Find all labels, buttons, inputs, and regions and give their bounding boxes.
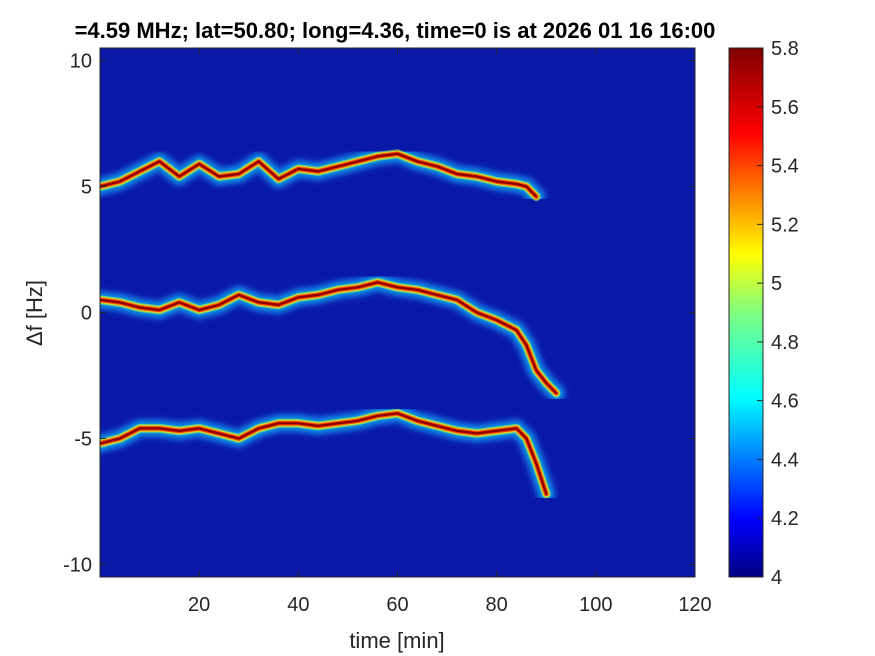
x-tick-label: 120	[678, 594, 711, 616]
y-axis-ticks: 10 5 0 -5 -10	[63, 51, 695, 576]
colorbar-tick-label: 5.2	[771, 214, 799, 236]
y-tick-label: 0	[81, 303, 92, 325]
ridge-line-3	[100, 412, 548, 495]
colorbar-tick-label: 4.8	[771, 332, 799, 354]
y-tick-label: 5	[81, 177, 92, 199]
ridge-line-2	[100, 281, 558, 395]
colorbar-tick-label: 5.4	[771, 156, 799, 178]
colorbar-tick-label: 4	[771, 567, 782, 589]
colorbar-tick-label: 4.2	[771, 508, 799, 530]
x-axis-ticks: 20 40 60 80 100 120	[188, 48, 712, 616]
colorbar-tick-label: 5	[771, 273, 782, 295]
ridge-line-1	[100, 152, 538, 198]
chart-title: =4.59 MHz; lat=50.80; long=4.36, time=0 …	[75, 18, 716, 43]
colorbar-tick-label: 4.4	[771, 449, 799, 471]
colorbar-tick-label: 5.8	[771, 38, 799, 60]
colorbar-ticks: 5.8 5.6 5.4 5.2 5 4.8 4.6 4.4 4.2 4	[757, 38, 799, 589]
y-tick-label: 10	[70, 51, 92, 73]
colorbar-tick-label: 4.6	[771, 391, 799, 413]
y-axis-label: Δf [Hz]	[22, 280, 47, 346]
x-tick-label: 60	[386, 594, 408, 616]
x-axis-label: time [min]	[349, 628, 444, 653]
x-tick-label: 40	[287, 594, 309, 616]
colorbar	[728, 47, 764, 578]
x-tick-label: 80	[486, 594, 508, 616]
spectral-ridges	[100, 142, 568, 505]
x-tick-label: 20	[188, 594, 210, 616]
y-tick-label: -5	[74, 428, 92, 450]
x-tick-label: 100	[579, 594, 612, 616]
colorbar-tick-label: 5.6	[771, 97, 799, 119]
y-tick-label: -10	[63, 554, 92, 576]
